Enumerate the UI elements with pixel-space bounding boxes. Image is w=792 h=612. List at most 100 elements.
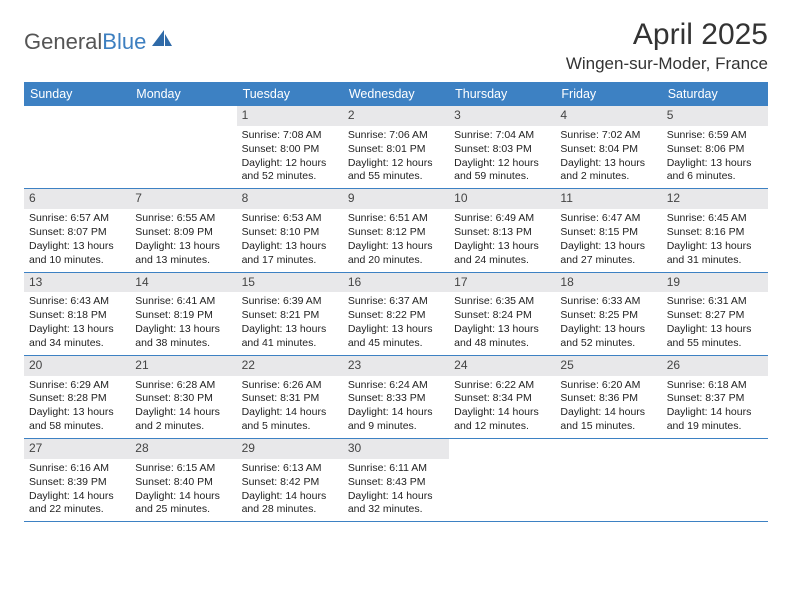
sunset-line: Sunset: 8:03 PM <box>454 143 550 157</box>
sunset-line: Sunset: 8:10 PM <box>242 226 338 240</box>
daylight-line: Daylight: 13 hours and 52 minutes. <box>560 323 656 351</box>
sunset-line: Sunset: 8:19 PM <box>135 309 231 323</box>
sunset-line: Sunset: 8:27 PM <box>667 309 763 323</box>
day-cell <box>555 439 661 521</box>
daylight-line: Daylight: 13 hours and 27 minutes. <box>560 240 656 268</box>
week-row: 1Sunrise: 7:08 AMSunset: 8:00 PMDaylight… <box>24 106 768 189</box>
day-number: 7 <box>130 189 236 209</box>
sunrise-line: Sunrise: 6:15 AM <box>135 462 231 476</box>
daylight-line: Daylight: 13 hours and 20 minutes. <box>348 240 444 268</box>
month-title: April 2025 <box>566 18 768 52</box>
day-cell: 22Sunrise: 6:26 AMSunset: 8:31 PMDayligh… <box>237 356 343 438</box>
sunrise-line: Sunrise: 6:18 AM <box>667 379 763 393</box>
daylight-line: Daylight: 13 hours and 6 minutes. <box>667 157 763 185</box>
day-number: 25 <box>555 356 661 376</box>
dow-header-row: Sunday Monday Tuesday Wednesday Thursday… <box>24 82 768 106</box>
day-cell: 5Sunrise: 6:59 AMSunset: 8:06 PMDaylight… <box>662 106 768 188</box>
sunset-line: Sunset: 8:33 PM <box>348 392 444 406</box>
daylight-line: Daylight: 14 hours and 28 minutes. <box>242 490 338 518</box>
day-cell: 28Sunrise: 6:15 AMSunset: 8:40 PMDayligh… <box>130 439 236 521</box>
sunrise-line: Sunrise: 6:29 AM <box>29 379 125 393</box>
sunset-line: Sunset: 8:13 PM <box>454 226 550 240</box>
day-number: 17 <box>449 273 555 293</box>
sunrise-line: Sunrise: 6:31 AM <box>667 295 763 309</box>
day-number: 1 <box>237 106 343 126</box>
day-number: 15 <box>237 273 343 293</box>
day-number: 28 <box>130 439 236 459</box>
day-number: 6 <box>24 189 130 209</box>
dow-cell: Monday <box>130 82 236 106</box>
sunset-line: Sunset: 8:09 PM <box>135 226 231 240</box>
day-number: 29 <box>237 439 343 459</box>
week-row: 27Sunrise: 6:16 AMSunset: 8:39 PMDayligh… <box>24 439 768 522</box>
day-cell: 3Sunrise: 7:04 AMSunset: 8:03 PMDaylight… <box>449 106 555 188</box>
sunrise-line: Sunrise: 6:22 AM <box>454 379 550 393</box>
sunrise-line: Sunrise: 7:02 AM <box>560 129 656 143</box>
day-number: 19 <box>662 273 768 293</box>
daylight-line: Daylight: 12 hours and 55 minutes. <box>348 157 444 185</box>
day-cell: 19Sunrise: 6:31 AMSunset: 8:27 PMDayligh… <box>662 273 768 355</box>
daylight-line: Daylight: 14 hours and 5 minutes. <box>242 406 338 434</box>
sunrise-line: Sunrise: 6:49 AM <box>454 212 550 226</box>
daylight-line: Daylight: 12 hours and 52 minutes. <box>242 157 338 185</box>
sunrise-line: Sunrise: 6:51 AM <box>348 212 444 226</box>
calendar-page: GeneralBlue April 2025 Wingen-sur-Moder,… <box>0 0 792 522</box>
day-cell: 24Sunrise: 6:22 AMSunset: 8:34 PMDayligh… <box>449 356 555 438</box>
day-number: 21 <box>130 356 236 376</box>
sunset-line: Sunset: 8:04 PM <box>560 143 656 157</box>
sunset-line: Sunset: 8:06 PM <box>667 143 763 157</box>
day-cell <box>662 439 768 521</box>
day-number: 4 <box>555 106 661 126</box>
sunrise-line: Sunrise: 6:26 AM <box>242 379 338 393</box>
day-cell: 6Sunrise: 6:57 AMSunset: 8:07 PMDaylight… <box>24 189 130 271</box>
week-row: 20Sunrise: 6:29 AMSunset: 8:28 PMDayligh… <box>24 356 768 439</box>
day-cell: 15Sunrise: 6:39 AMSunset: 8:21 PMDayligh… <box>237 273 343 355</box>
sunrise-line: Sunrise: 7:08 AM <box>242 129 338 143</box>
sunrise-line: Sunrise: 6:39 AM <box>242 295 338 309</box>
sunset-line: Sunset: 8:22 PM <box>348 309 444 323</box>
day-cell: 20Sunrise: 6:29 AMSunset: 8:28 PMDayligh… <box>24 356 130 438</box>
sunrise-line: Sunrise: 6:47 AM <box>560 212 656 226</box>
daylight-line: Daylight: 14 hours and 12 minutes. <box>454 406 550 434</box>
daylight-line: Daylight: 14 hours and 25 minutes. <box>135 490 231 518</box>
day-number: 30 <box>343 439 449 459</box>
daylight-line: Daylight: 12 hours and 59 minutes. <box>454 157 550 185</box>
calendar: Sunday Monday Tuesday Wednesday Thursday… <box>24 82 768 522</box>
day-cell <box>130 106 236 188</box>
day-number: 24 <box>449 356 555 376</box>
logo-text-gray: General <box>24 29 102 54</box>
title-block: April 2025 Wingen-sur-Moder, France <box>566 18 768 74</box>
sunset-line: Sunset: 8:25 PM <box>560 309 656 323</box>
day-number: 11 <box>555 189 661 209</box>
sunrise-line: Sunrise: 6:24 AM <box>348 379 444 393</box>
daylight-line: Daylight: 13 hours and 48 minutes. <box>454 323 550 351</box>
day-number: 8 <box>237 189 343 209</box>
sunset-line: Sunset: 8:12 PM <box>348 226 444 240</box>
sunset-line: Sunset: 8:16 PM <box>667 226 763 240</box>
daylight-line: Daylight: 13 hours and 34 minutes. <box>29 323 125 351</box>
sunrise-line: Sunrise: 6:55 AM <box>135 212 231 226</box>
day-number: 22 <box>237 356 343 376</box>
sunrise-line: Sunrise: 6:28 AM <box>135 379 231 393</box>
dow-cell: Thursday <box>449 82 555 106</box>
day-cell: 29Sunrise: 6:13 AMSunset: 8:42 PMDayligh… <box>237 439 343 521</box>
daylight-line: Daylight: 14 hours and 19 minutes. <box>667 406 763 434</box>
logo-text-blue: Blue <box>102 29 146 54</box>
daylight-line: Daylight: 13 hours and 24 minutes. <box>454 240 550 268</box>
dow-cell: Tuesday <box>237 82 343 106</box>
sunrise-line: Sunrise: 6:13 AM <box>242 462 338 476</box>
day-cell <box>24 106 130 188</box>
dow-cell: Saturday <box>662 82 768 106</box>
day-number: 5 <box>662 106 768 126</box>
sunrise-line: Sunrise: 6:43 AM <box>29 295 125 309</box>
sunrise-line: Sunrise: 6:37 AM <box>348 295 444 309</box>
sunrise-line: Sunrise: 6:41 AM <box>135 295 231 309</box>
sunrise-line: Sunrise: 6:16 AM <box>29 462 125 476</box>
daylight-line: Daylight: 14 hours and 9 minutes. <box>348 406 444 434</box>
day-cell: 18Sunrise: 6:33 AMSunset: 8:25 PMDayligh… <box>555 273 661 355</box>
sunrise-line: Sunrise: 6:20 AM <box>560 379 656 393</box>
day-cell: 30Sunrise: 6:11 AMSunset: 8:43 PMDayligh… <box>343 439 449 521</box>
sunrise-line: Sunrise: 6:35 AM <box>454 295 550 309</box>
sunrise-line: Sunrise: 6:57 AM <box>29 212 125 226</box>
sunrise-line: Sunrise: 7:06 AM <box>348 129 444 143</box>
